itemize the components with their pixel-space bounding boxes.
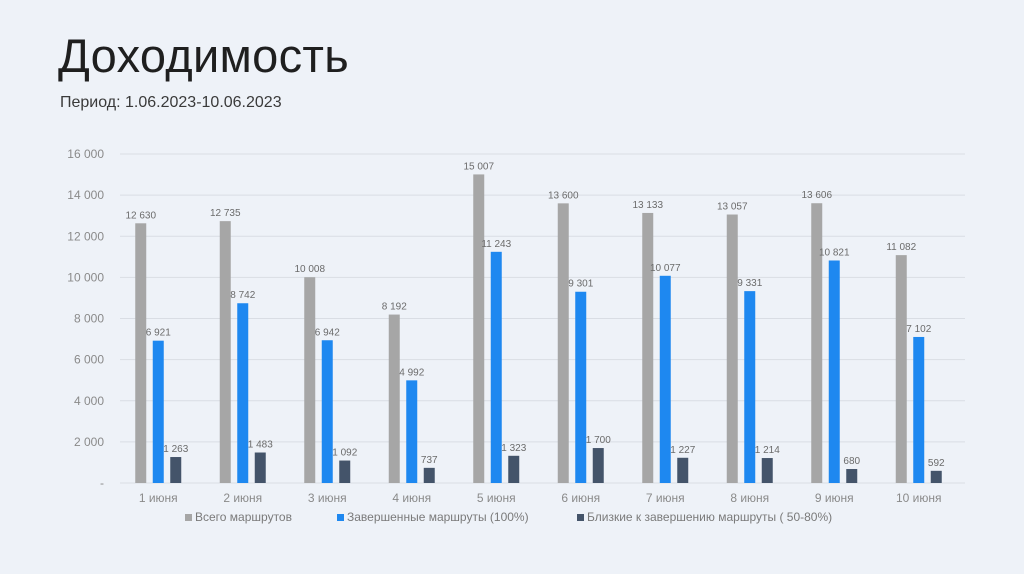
data-label: 1 323 — [501, 443, 526, 454]
bar-near-complete — [930, 470, 942, 483]
bar-completed — [237, 303, 249, 483]
bar-total — [642, 212, 654, 483]
data-label: 11 082 — [886, 242, 916, 253]
bar-total — [811, 203, 823, 483]
bar-completed — [490, 251, 502, 483]
legend-label: Близкие к завершению маршруты ( 50-80%) — [587, 510, 832, 524]
bar-total — [135, 223, 147, 483]
data-label: 10 077 — [650, 263, 681, 274]
y-tick-label: 14 000 — [67, 188, 104, 202]
bar-total — [726, 214, 738, 483]
data-label: 11 243 — [481, 239, 511, 250]
x-category-label: 9 июня — [815, 491, 854, 505]
data-label: 8 192 — [382, 302, 407, 313]
bar-completed — [744, 291, 756, 483]
bar-completed — [406, 380, 418, 483]
data-label: 7 102 — [906, 324, 931, 335]
bar-near-complete — [677, 457, 689, 483]
y-tick-label: 10 000 — [67, 270, 104, 284]
data-label: 15 007 — [463, 161, 494, 172]
legend-label: Завершенные маршруты (100%) — [347, 510, 529, 524]
x-category-label: 3 июня — [308, 491, 347, 505]
bar-near-complete — [508, 455, 520, 483]
data-label: 6 921 — [146, 328, 171, 339]
y-tick-label: - — [100, 476, 104, 490]
data-label: 13 133 — [632, 200, 663, 211]
y-tick-label: 4 000 — [74, 394, 104, 408]
legend-swatch — [337, 514, 344, 521]
bar-near-complete — [846, 469, 858, 483]
data-label: 1 214 — [755, 445, 780, 456]
bar-total — [219, 221, 231, 483]
data-label: 9 331 — [737, 278, 762, 289]
bar-completed — [152, 340, 164, 483]
data-label: 6 942 — [315, 327, 340, 338]
data-label: 13 600 — [548, 190, 579, 201]
data-label: 592 — [928, 458, 945, 469]
page-title: Доходимость — [58, 29, 349, 82]
bar-total — [557, 203, 569, 483]
y-tick-label: 8 000 — [74, 312, 104, 326]
bar-total — [388, 314, 400, 483]
bar-near-complete — [423, 467, 435, 483]
bar-total — [473, 174, 485, 483]
x-category-label: 6 июня — [561, 491, 600, 505]
data-label: 1 263 — [163, 444, 188, 455]
bar-total — [895, 255, 907, 483]
legend-swatch — [185, 514, 192, 521]
bar-near-complete — [339, 460, 351, 483]
x-category-label: 5 июня — [477, 491, 516, 505]
data-label: 13 606 — [801, 190, 832, 201]
data-label: 9 301 — [568, 279, 593, 290]
bar-near-complete — [254, 452, 266, 483]
data-label: 8 742 — [230, 290, 255, 301]
y-tick-label: 16 000 — [67, 147, 104, 161]
data-label: 10 008 — [294, 264, 325, 275]
y-tick-label: 6 000 — [74, 353, 104, 367]
data-label: 12 630 — [125, 210, 156, 221]
data-label: 1 227 — [670, 445, 695, 456]
x-category-label: 10 июня — [896, 491, 942, 505]
x-category-label: 4 июня — [392, 491, 431, 505]
x-category-label: 2 июня — [223, 491, 262, 505]
bar-completed — [575, 291, 587, 483]
bar-completed — [913, 336, 925, 483]
data-label: 1 700 — [586, 435, 611, 446]
legend-label: Всего маршрутов — [195, 510, 292, 524]
bar-near-complete — [592, 448, 604, 483]
x-category-label: 1 июня — [139, 491, 178, 505]
data-label: 12 735 — [210, 208, 241, 219]
legend-swatch — [577, 514, 584, 521]
bar-near-complete — [170, 457, 182, 483]
data-label: 4 992 — [399, 367, 424, 378]
y-tick-label: 12 000 — [67, 229, 104, 243]
data-label: 1 483 — [248, 440, 273, 451]
data-label: 680 — [843, 456, 860, 467]
bar-completed — [321, 340, 333, 483]
x-category-label: 7 июня — [646, 491, 685, 505]
y-tick-label: 2 000 — [74, 435, 104, 449]
data-label: 1 092 — [332, 448, 357, 459]
bar-completed — [828, 260, 840, 483]
x-category-label: 8 июня — [730, 491, 769, 505]
period-subtitle: Период: 1.06.2023-10.06.2023 — [60, 94, 282, 111]
bar-near-complete — [761, 458, 773, 483]
data-label: 13 057 — [717, 202, 748, 213]
bar-completed — [659, 275, 671, 483]
data-label: 737 — [421, 455, 438, 466]
data-label: 10 821 — [819, 247, 850, 258]
bar-total — [304, 277, 316, 483]
